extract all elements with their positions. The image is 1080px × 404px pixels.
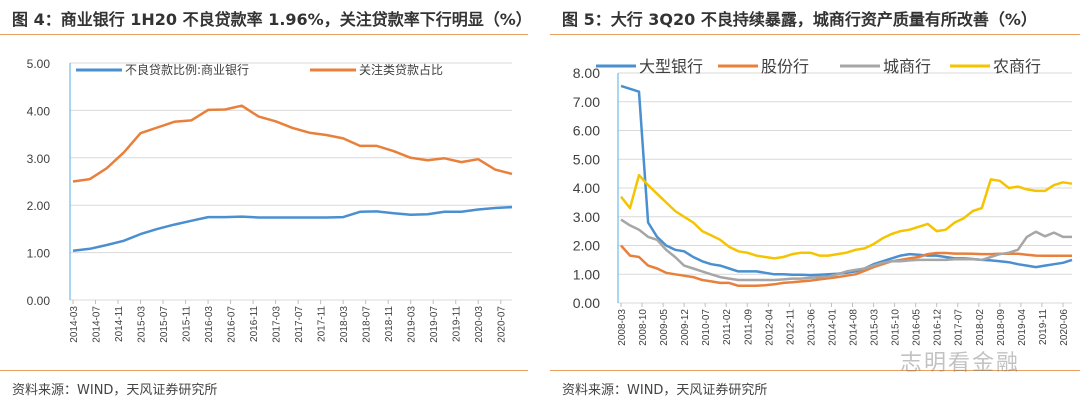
figure-5: 图 5：大行 3Q20 不良持续暴露，城商行资产质量有所改善（%） 资料来源：W… — [540, 0, 1080, 404]
divider — [550, 34, 1080, 35]
x-tick-label: 2019-07 — [429, 306, 440, 343]
series-line — [620, 218, 1072, 282]
source-note: 资料来源：WIND，天风证券研究所 — [12, 383, 218, 398]
x-tick-label: 2016-12 — [933, 309, 944, 346]
x-tick-label: 2009-12 — [680, 309, 691, 346]
x-tick-label: 2009-05 — [659, 309, 670, 346]
x-tick-label: 2012-04 — [764, 309, 775, 346]
x-tick-label: 2014-08 — [849, 309, 860, 346]
x-tick-label: 2019-11 — [452, 306, 463, 342]
x-tick-label: 2015-10 — [891, 309, 902, 346]
series-line — [620, 84, 1073, 277]
x-tick-label: 2019-03 — [407, 306, 418, 343]
figure-title: 图 4：商业银行 1H20 不良贷款率 1.96%，关注贷款率下行明显（%） — [12, 10, 532, 29]
x-tick-label: 2008-03 — [617, 309, 628, 346]
y-tick-label: 0.00 — [27, 294, 51, 308]
x-tick-label: 2018-07 — [362, 306, 373, 343]
y-tick-label: 7.00 — [573, 94, 600, 110]
x-tick-label: 2018-02 — [975, 309, 986, 346]
x-tick-label: 2016-07 — [227, 306, 238, 343]
x-tick-label: 2011-02 — [722, 309, 733, 345]
x-tick-label: 2014-07 — [92, 306, 103, 343]
x-tick-label: 2019-11 — [1038, 309, 1049, 345]
y-tick-label: 4.00 — [27, 104, 51, 118]
x-tick-label: 2012-11 — [785, 309, 796, 345]
y-tick-label: 5.00 — [27, 57, 51, 71]
x-tick-label: 2014-11 — [114, 306, 125, 342]
x-tick-label: 2016-03 — [204, 306, 215, 343]
x-tick-label: 2020-06 — [1059, 309, 1070, 346]
x-tick-label: 2015-03 — [137, 306, 148, 343]
x-tick-label: 2014-01 — [827, 309, 838, 346]
x-tick-label: 2015-03 — [870, 309, 881, 346]
legend-label: 不良贷款比例:商业银行 — [125, 62, 249, 77]
y-tick-label: 5.00 — [573, 151, 600, 167]
source-note: 资料来源：WIND，天风证券研究所 — [562, 383, 768, 398]
legend-label: 股份行 — [761, 57, 809, 76]
x-tick-label: 2016-05 — [912, 309, 923, 346]
y-tick-label: 1.00 — [27, 247, 51, 261]
legend-label: 关注类贷款占比 — [359, 62, 443, 77]
x-tick-label: 2019-04 — [1017, 309, 1028, 346]
divider — [0, 370, 528, 371]
x-tick-label: 2018-03 — [339, 306, 350, 343]
figure-4: 图 4：商业银行 1H20 不良贷款率 1.96%，关注贷款率下行明显（%） 资… — [0, 10, 532, 398]
x-tick-label: 2010-07 — [701, 309, 712, 346]
legend-label: 大型银行 — [639, 57, 703, 76]
x-tick-label: 2008-10 — [638, 309, 649, 346]
x-tick-label: 2013-06 — [806, 309, 817, 346]
legend-label: 城商行 — [883, 57, 931, 76]
watermark: 志明看金融 — [900, 351, 1021, 376]
x-tick-label: 2011-09 — [743, 309, 754, 345]
x-tick-label: 2018-09 — [996, 309, 1007, 346]
figure-title: 图 5：大行 3Q20 不良持续暴露，城商行资产质量有所改善（%） — [562, 10, 1037, 29]
x-tick-label: 2017-11 — [317, 306, 328, 342]
x-tick-label: 2015-11 — [182, 306, 193, 342]
legend-label: 农商行 — [993, 57, 1041, 76]
y-tick-label: 3.00 — [27, 152, 51, 166]
y-tick-label: 6.00 — [573, 123, 600, 139]
y-tick-label: 0.00 — [573, 295, 600, 311]
x-tick-label: 2020-07 — [497, 306, 508, 343]
series-line — [72, 205, 513, 252]
x-tick-label: 2015-07 — [159, 306, 170, 343]
x-tick-label: 2016-11 — [249, 306, 260, 342]
x-tick-label: 2014-03 — [69, 306, 80, 343]
x-tick-label: 2017-03 — [272, 306, 283, 343]
y-tick-label: 2.00 — [27, 199, 51, 213]
y-tick-label: 4.00 — [573, 180, 600, 196]
x-tick-label: 2018-11 — [384, 306, 395, 342]
x-tick-label: 2017-07 — [294, 306, 305, 343]
y-tick-label: 2.00 — [573, 238, 600, 254]
y-tick-label: 8.00 — [573, 65, 600, 81]
series-line — [72, 104, 513, 183]
y-tick-label: 1.00 — [573, 266, 600, 282]
x-tick-label: 2017-07 — [954, 309, 965, 346]
x-tick-label: 2020-03 — [474, 306, 485, 343]
y-tick-label: 3.00 — [573, 209, 600, 225]
divider — [0, 34, 528, 35]
series-line — [620, 173, 1073, 260]
divider — [550, 370, 1080, 371]
